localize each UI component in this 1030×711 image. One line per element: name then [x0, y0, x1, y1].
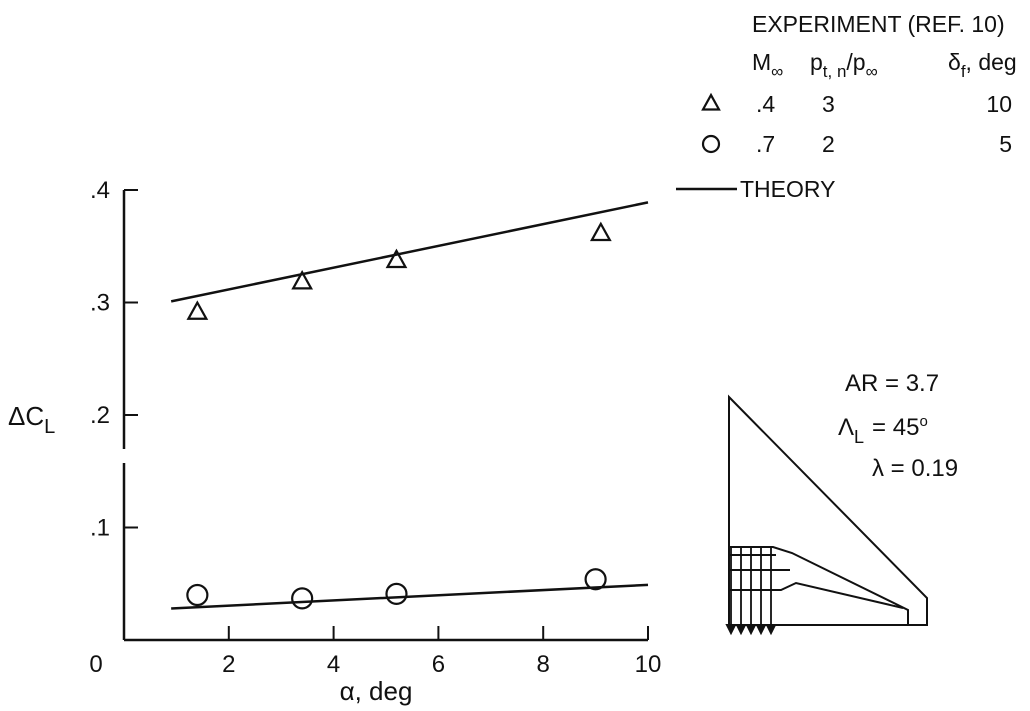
triangle-data-point — [186, 300, 209, 320]
x-axis-label: α, deg — [340, 676, 413, 706]
x-tick-label: 10 — [635, 651, 662, 678]
theory-line-triangle — [170, 201, 649, 303]
legend-col-pressure: pt, n/p∞ — [810, 49, 878, 81]
wing-outline — [728, 394, 928, 626]
y-tick-label: .1 — [90, 515, 110, 542]
legend: EXPERIMENT (REF. 10) M∞ pt, n/p∞ δf, deg… — [676, 11, 1017, 202]
legend-deflection-value: 5 — [999, 131, 1012, 157]
legend-col-delta: δf, deg — [948, 49, 1017, 81]
jet-arrow-head — [765, 624, 777, 636]
marker-group — [186, 221, 612, 610]
legend-mach-value: .4 — [756, 91, 775, 117]
jet-arrow-head — [735, 624, 747, 636]
circle-data-point — [291, 587, 314, 610]
wing-planform-diagram — [725, 394, 928, 636]
legend-mach-value: .7 — [756, 131, 775, 157]
x-tick-label: 0 — [89, 651, 102, 678]
circle-data-point — [584, 568, 607, 591]
y-axis-label-sub: L — [44, 416, 55, 438]
x-tick-label: 8 — [537, 651, 550, 678]
legend-circle-symbol — [701, 134, 721, 154]
x-tick-label: 4 — [327, 651, 340, 678]
theory-line-circle — [171, 583, 649, 610]
y-tick-label: .3 — [90, 290, 110, 317]
jet-arrows — [725, 547, 777, 636]
flap-edge-line — [729, 546, 909, 625]
wing-parameters: AR = 3.7 ΛL = 45o λ = 0.19 — [838, 370, 958, 482]
legend-deflection-value: 10 — [986, 91, 1012, 117]
chart-axes — [122, 190, 648, 642]
legend-theory-label: THEORY — [740, 176, 835, 202]
legend-heading: EXPERIMENT (REF. 10) — [752, 11, 1005, 37]
x-tick-label: 6 — [432, 651, 445, 678]
theory-line-group — [170, 201, 649, 610]
y-tick-label: .2 — [90, 402, 110, 429]
y-tick-group: .1 .2 .3 .4 — [90, 177, 138, 542]
svg-text:ΔCL: ΔCL — [8, 401, 55, 438]
legend-pressure-value: 3 — [822, 91, 835, 117]
legend-pressure-value: 2 — [822, 131, 835, 157]
taper-note: λ = 0.19 — [872, 455, 958, 482]
legend-col-mach: M∞ — [752, 49, 783, 81]
triangle-data-point — [589, 221, 612, 242]
legend-rows: .4 3 10 .7 2 5 — [701, 91, 1012, 157]
jet-arrow-head — [725, 624, 737, 636]
x-tick-label: 2 — [222, 651, 235, 678]
flap-inner-line — [729, 581, 904, 609]
legend-triangle-symbol — [701, 92, 721, 111]
circle-data-point — [385, 582, 408, 605]
y-axis-label: ΔCL — [8, 401, 55, 438]
circle-data-point — [186, 583, 209, 607]
jet-arrow-head — [755, 624, 767, 636]
sweep-note: ΛL = 45o — [838, 413, 928, 447]
jet-arrow-head — [745, 624, 757, 636]
triangle-data-point — [385, 248, 408, 269]
aspect-ratio-note: AR = 3.7 — [845, 370, 939, 397]
y-tick-label: .4 — [90, 177, 110, 204]
triangle-data-point — [291, 269, 314, 290]
x-tick-group: 0 2 4 6 8 10 — [89, 626, 661, 678]
y-axis-label-main: ΔC — [8, 401, 44, 431]
